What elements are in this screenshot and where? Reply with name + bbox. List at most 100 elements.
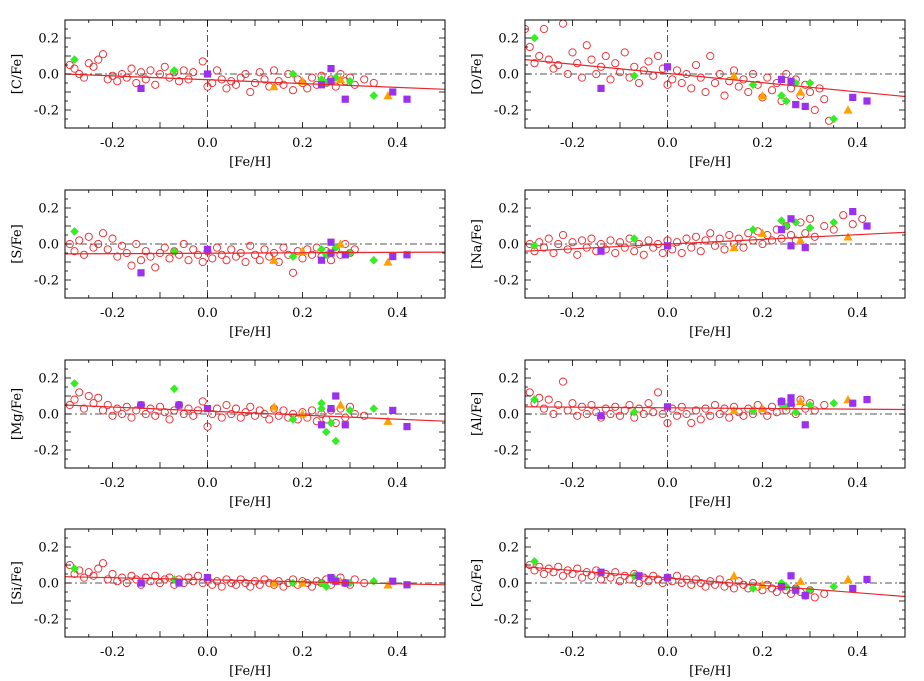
star-point-circle: [725, 230, 734, 240]
star-point-circle: [820, 221, 829, 231]
x-tick-label: 0.2: [752, 306, 773, 321]
star-point-diamond: [321, 427, 331, 437]
star-point-triangle: [843, 574, 853, 584]
star-point-circle: [601, 51, 610, 61]
star-point-circle: [208, 409, 217, 419]
star-point-circle: [630, 62, 639, 71]
star-point-circle: [307, 250, 317, 259]
x-tick-label: 0.2: [292, 136, 313, 151]
star-point-circle: [592, 69, 601, 79]
star-point-circle: [701, 87, 710, 97]
star-point-circle: [165, 415, 174, 424]
x-tick-label: -0.2: [100, 645, 125, 660]
star-point-circle: [677, 78, 686, 88]
star-point-square: [389, 253, 397, 261]
star-point-diamond: [345, 76, 355, 86]
y-tick-label: -0.2: [34, 444, 59, 459]
star-point-circle: [554, 60, 563, 70]
x-tick-label: 0.0: [657, 136, 678, 151]
y-tick-label: 0.2: [498, 372, 519, 387]
panel-8: -0.2 0.0 0.2 0.4 -0.2 0.0 0.2 [Fe/H] [Ca/Fe]: [470, 528, 906, 679]
star-point-circle: [255, 256, 264, 265]
star-point-circle: [691, 60, 701, 70]
star-point-circle: [193, 250, 203, 259]
star-point-circle: [606, 409, 615, 419]
star-point-circle: [535, 562, 544, 571]
star-point-circle: [160, 408, 169, 417]
star-point-circle: [227, 245, 236, 254]
x-tick-label: 0.4: [847, 476, 868, 491]
star-point-circle: [250, 250, 260, 259]
trend-fit-line: [65, 404, 445, 422]
star-point-diamond: [345, 406, 355, 415]
star-point-square: [787, 572, 795, 580]
star-point-circle: [127, 64, 136, 73]
star-point-diamond: [748, 80, 758, 90]
star-point-circle: [715, 69, 724, 79]
star-point-circle: [108, 234, 117, 243]
x-tick-label: 0.4: [387, 306, 408, 321]
star-point-circle: [772, 408, 781, 417]
star-point-circle: [554, 239, 563, 249]
star-point-circle: [231, 580, 241, 589]
panel-5: -0.2 0.0 0.2 0.4 -0.2 0.0 0.2 [Fe/H] [Mg/Fe]: [10, 359, 446, 510]
star-point-square: [597, 247, 605, 255]
star-point-circle: [212, 577, 222, 586]
star-point-square: [403, 581, 411, 589]
x-axis-title: [Fe/H]: [229, 664, 271, 679]
y-tick-label: -0.2: [494, 444, 519, 459]
star-point-circle: [236, 413, 245, 422]
star-point-square: [137, 401, 145, 409]
star-point-circle: [606, 236, 615, 245]
star-point-circle: [696, 415, 705, 424]
star-point-circle: [715, 234, 724, 243]
star-point-triangle: [843, 232, 853, 241]
panel-2: -0.2 0.0 0.2 0.4 -0.2 0.0 0.2 [Fe/H] [O/Fe]: [470, 19, 906, 170]
star-point-diamond: [317, 578, 326, 588]
star-point-circle: [596, 575, 606, 584]
star-point-circle: [184, 404, 193, 413]
star-point-circle: [615, 411, 625, 420]
star-point-circle: [250, 78, 260, 88]
y-tick-label: 0.0: [38, 68, 59, 83]
star-point-circle: [611, 568, 620, 577]
star-point-circle: [568, 399, 577, 408]
star-point-circle: [739, 75, 748, 84]
star-point-square: [203, 574, 212, 582]
star-point-circle: [151, 80, 160, 89]
star-point-circle: [189, 577, 198, 586]
star-point-square: [203, 70, 212, 78]
star-point-circle: [663, 80, 672, 89]
star-point-circle: [672, 238, 682, 247]
trend-fit-line: [525, 406, 905, 411]
star-point-circle: [672, 66, 682, 75]
star-point-circle: [89, 571, 98, 580]
star-point-square: [327, 405, 335, 413]
star-point-circle: [687, 580, 696, 589]
star-point-square: [792, 586, 800, 594]
star-point-circle: [611, 248, 620, 258]
star-point-diamond: [530, 33, 539, 43]
trend-fit-line: [525, 566, 905, 598]
star-point-circle: [563, 406, 572, 415]
star-point-circle: [298, 254, 307, 263]
star-point-circle: [155, 402, 165, 411]
star-point-circle: [132, 78, 141, 88]
x-tick-label: 0.4: [387, 645, 408, 660]
star-point-diamond: [169, 66, 179, 75]
star-point-circle: [222, 256, 231, 265]
star-point-square: [777, 397, 786, 405]
y-tick-label: 0.0: [498, 68, 519, 83]
star-point-diamond: [288, 578, 298, 588]
star-point-circle: [620, 406, 629, 415]
star-point-diamond: [748, 225, 758, 234]
x-tick-label: 0.0: [657, 645, 678, 660]
star-point-square: [175, 401, 183, 409]
star-point-square: [787, 399, 795, 407]
y-tick-label: -0.2: [494, 104, 519, 119]
x-tick-label: 0.2: [292, 645, 313, 660]
star-point-circle: [858, 214, 867, 223]
star-point-diamond: [70, 379, 79, 388]
star-point-circle: [539, 24, 549, 34]
